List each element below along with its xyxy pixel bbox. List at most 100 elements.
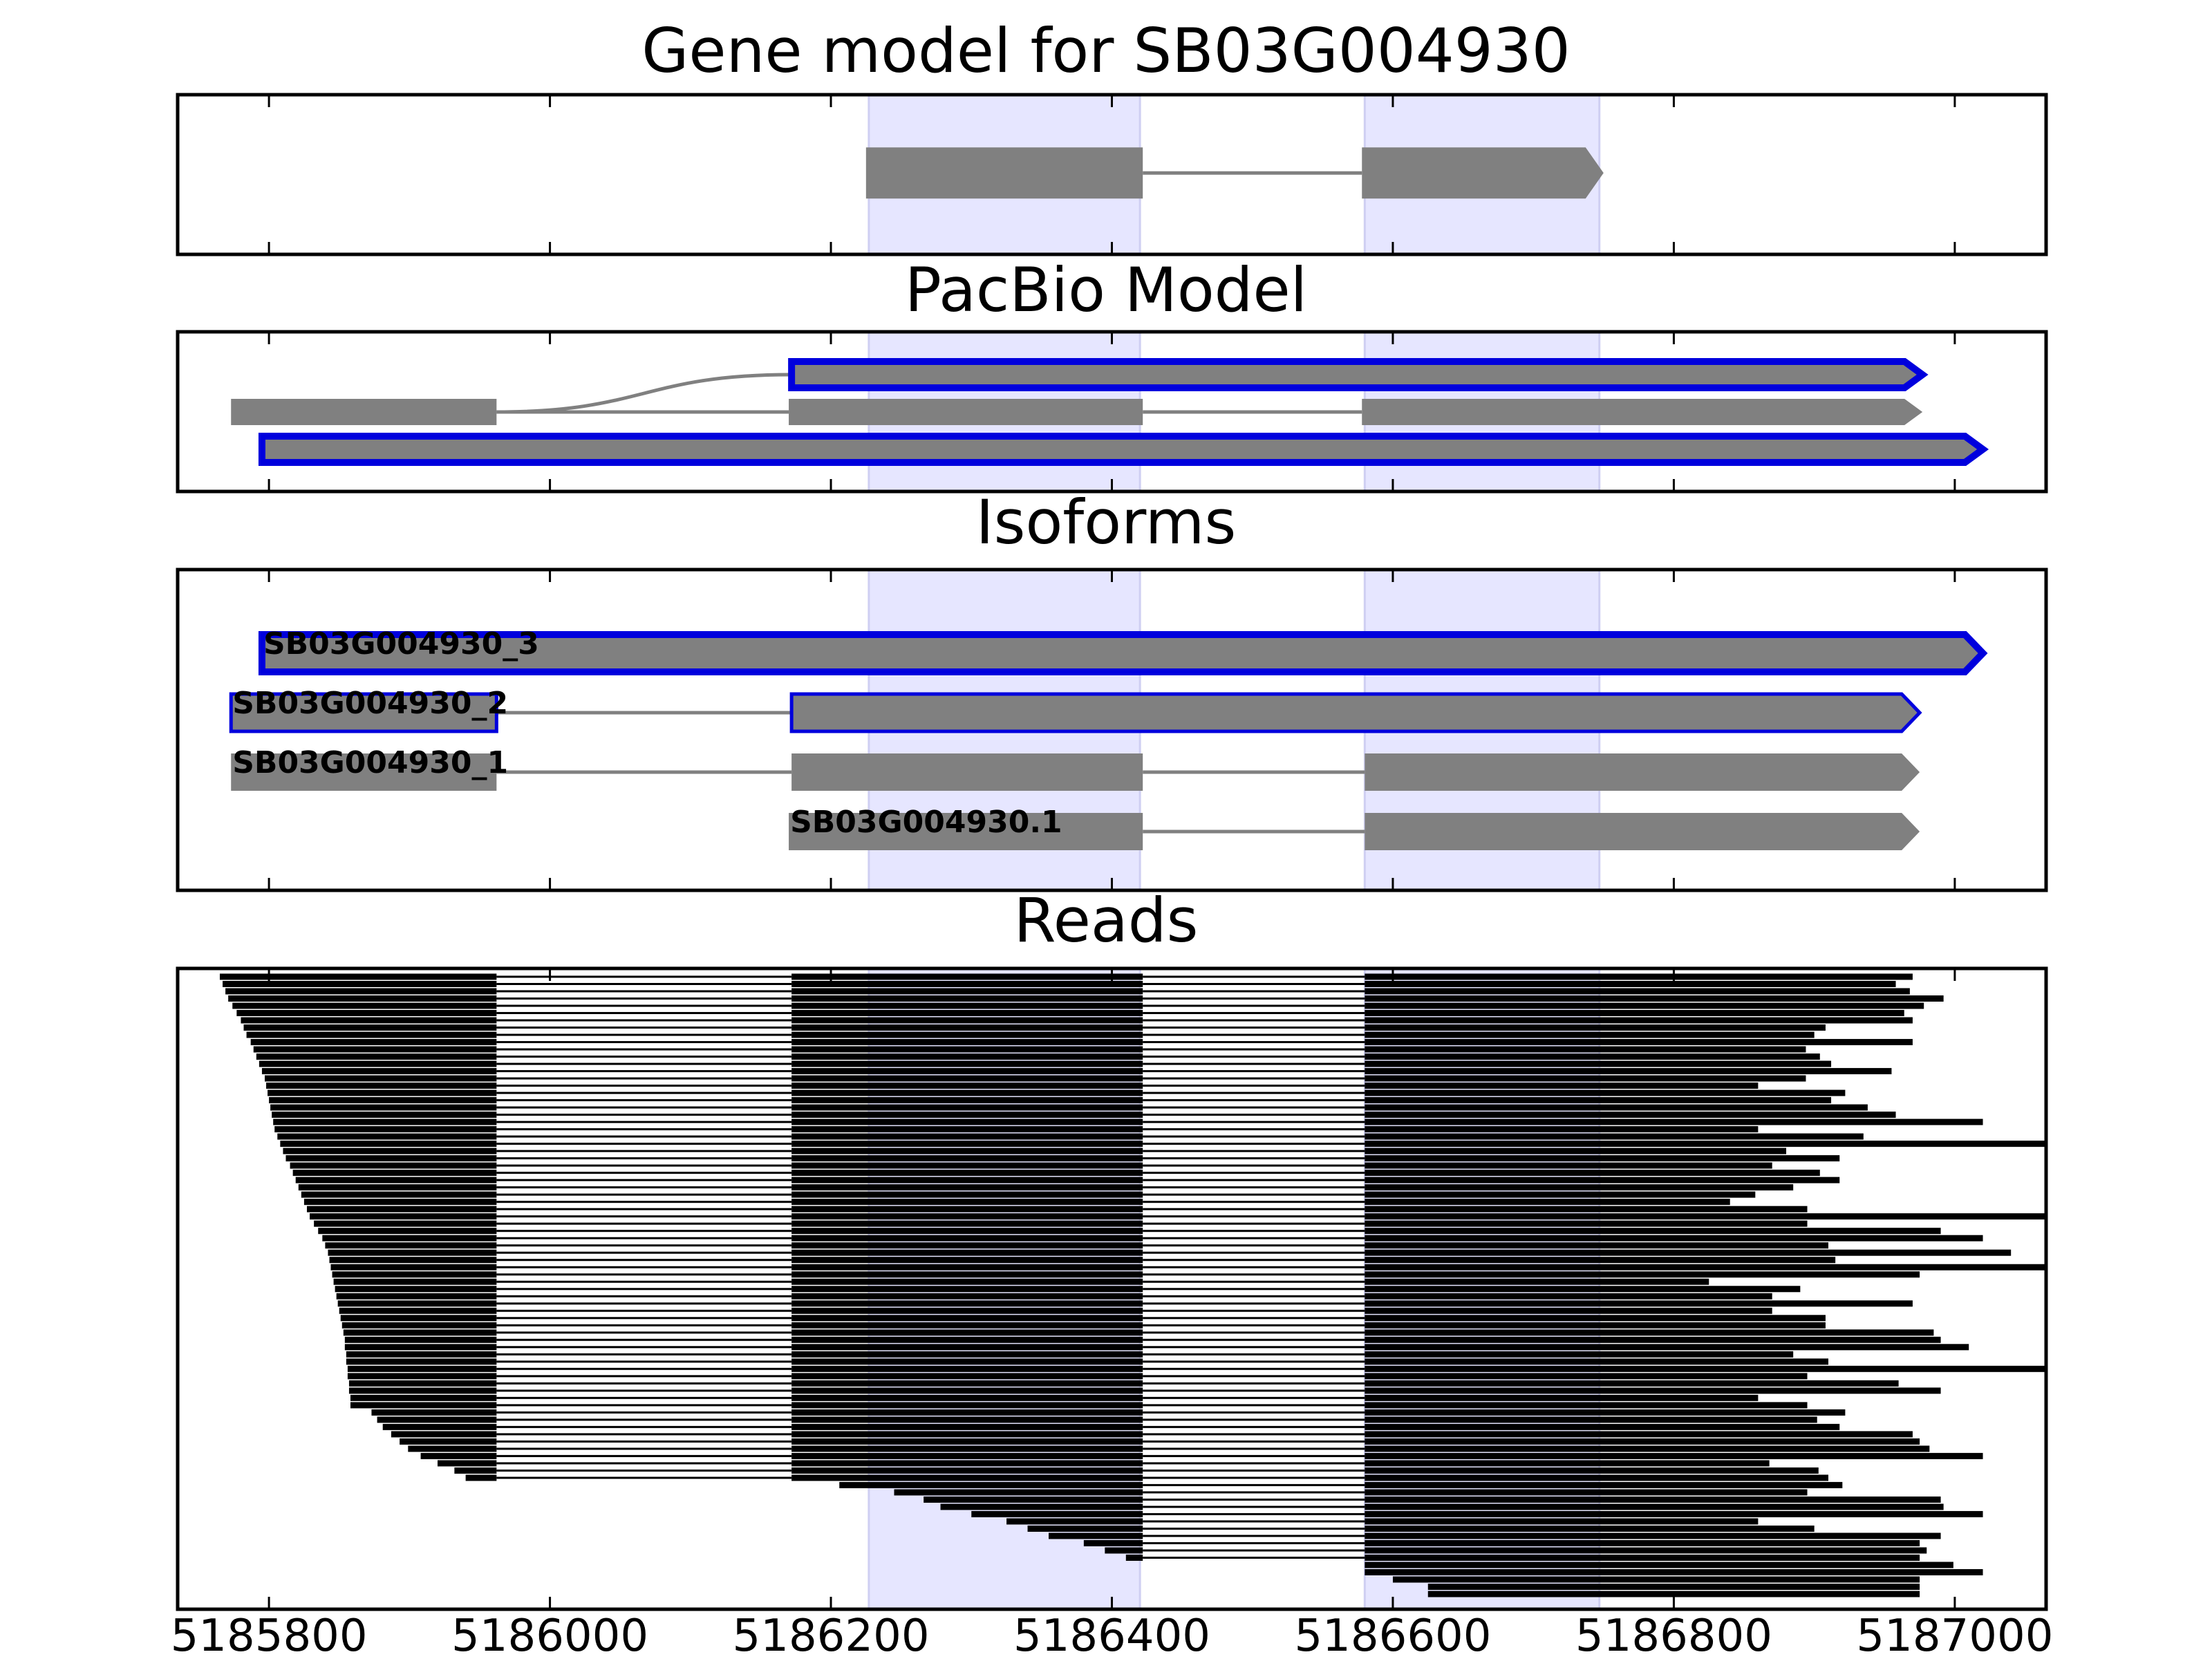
read-segment [283, 1147, 497, 1154]
read-segment [496, 1230, 792, 1232]
read-segment [496, 1425, 792, 1428]
read-segment [292, 1170, 497, 1177]
read-segment [1143, 997, 1365, 1000]
read-segment [496, 1411, 792, 1414]
read-segment [791, 1191, 1143, 1198]
read-segment [1365, 1387, 1941, 1394]
read-segment [298, 1184, 497, 1191]
read-segment [1143, 1506, 1365, 1508]
read-segment [791, 1206, 1143, 1212]
read-segment [1143, 1164, 1365, 1167]
figure-title: Gene model for SB03G004930 [641, 15, 1571, 86]
read-segment [1143, 1041, 1365, 1044]
read-segment [1392, 1576, 1920, 1583]
read-segment [261, 1068, 497, 1075]
read-segment [332, 1271, 497, 1278]
read-segment [1365, 1082, 1759, 1089]
read-segment [791, 1082, 1143, 1089]
read-segment [1365, 1315, 1826, 1322]
exon-block [1365, 813, 1920, 850]
read-segment [1365, 1257, 1836, 1264]
read-segment [1143, 1114, 1365, 1116]
read-segment [496, 1418, 792, 1421]
read-segment [400, 1438, 497, 1445]
read-segment [1143, 1404, 1365, 1407]
read-segment [1365, 1002, 1924, 1009]
read-segment [1143, 1237, 1365, 1239]
read-segment [1143, 1309, 1365, 1312]
exon-block [865, 147, 1143, 199]
read-segment [1143, 1462, 1365, 1465]
read-segment [1365, 1402, 1808, 1409]
read-segment [496, 1186, 792, 1189]
read-segment [343, 1329, 497, 1336]
read-segment [1143, 1172, 1365, 1174]
read-segment [1143, 1215, 1365, 1218]
read-segment [1365, 1118, 1983, 1125]
read-segment [1143, 1389, 1365, 1392]
read-segment [791, 1147, 1143, 1154]
panel-pacbio [176, 330, 2048, 494]
read-segment [791, 1017, 1143, 1024]
read-segment [228, 995, 497, 1002]
read-segment [1365, 1510, 1983, 1517]
read-segment [496, 1222, 792, 1225]
read-segment [1143, 1295, 1365, 1297]
read-segment [791, 1024, 1143, 1031]
read-segment [791, 1010, 1143, 1017]
read-segment [1365, 1358, 1828, 1365]
read-segment [496, 1433, 792, 1436]
x-tick-label: 5186400 [1013, 1611, 1210, 1659]
read-segment [1143, 1099, 1365, 1102]
read-segment [791, 1467, 1143, 1474]
read-segment [496, 1193, 792, 1196]
read-segment [791, 1155, 1143, 1162]
read-segment [1365, 1010, 1904, 1017]
read-segment [496, 1244, 792, 1247]
read-segment [335, 1286, 497, 1293]
read-segment [1365, 1307, 1772, 1314]
read-segment [496, 1266, 792, 1268]
read-segment [791, 981, 1143, 988]
read-segment [791, 1373, 1143, 1380]
read-segment [791, 1300, 1143, 1307]
read-segment [1143, 1541, 1365, 1544]
read-segment [344, 1344, 497, 1351]
read-segment [1365, 1242, 1828, 1249]
read-segment [496, 1360, 792, 1363]
read-segment [265, 1075, 497, 1082]
read-segment [1143, 1150, 1365, 1152]
read-segment [791, 1445, 1143, 1452]
read-segment [1365, 1554, 1920, 1561]
read-segment [496, 1085, 792, 1087]
read-segment [496, 1346, 792, 1349]
x-tick-label: 5186200 [733, 1611, 930, 1659]
read-segment [1143, 1520, 1365, 1523]
read-segment [1365, 1271, 1920, 1278]
panel-plot-area: SB03G004930_3 SB03G004930_2 SB03G004930_1 S… [229, 570, 1988, 890]
read-segment [339, 1307, 497, 1314]
read-segment [1365, 1068, 1892, 1075]
read-segment [1365, 1177, 1840, 1183]
read-segment [1143, 1498, 1365, 1501]
read-segment [256, 1053, 497, 1060]
exon-block [231, 753, 497, 791]
read-segment [496, 1128, 792, 1131]
read-segment [496, 1251, 792, 1254]
read-segment [1143, 983, 1365, 986]
read-segment [791, 1431, 1143, 1438]
read-segment [496, 1454, 792, 1457]
read-segment [791, 1112, 1143, 1118]
read-segment [1365, 1220, 1808, 1227]
read-segment [791, 973, 1143, 980]
read-segment [1365, 1024, 1826, 1031]
selected-isoform-exon [229, 692, 498, 733]
read-segment [1365, 1046, 1806, 1053]
read-segment [496, 1317, 792, 1320]
read-segment [1143, 1418, 1365, 1421]
read-segment [1143, 990, 1365, 993]
read-segment [277, 1133, 497, 1140]
panel-title-pacbio: PacBio Model [905, 254, 1307, 326]
read-segment [1365, 1467, 1819, 1474]
read-segment [791, 1031, 1143, 1038]
